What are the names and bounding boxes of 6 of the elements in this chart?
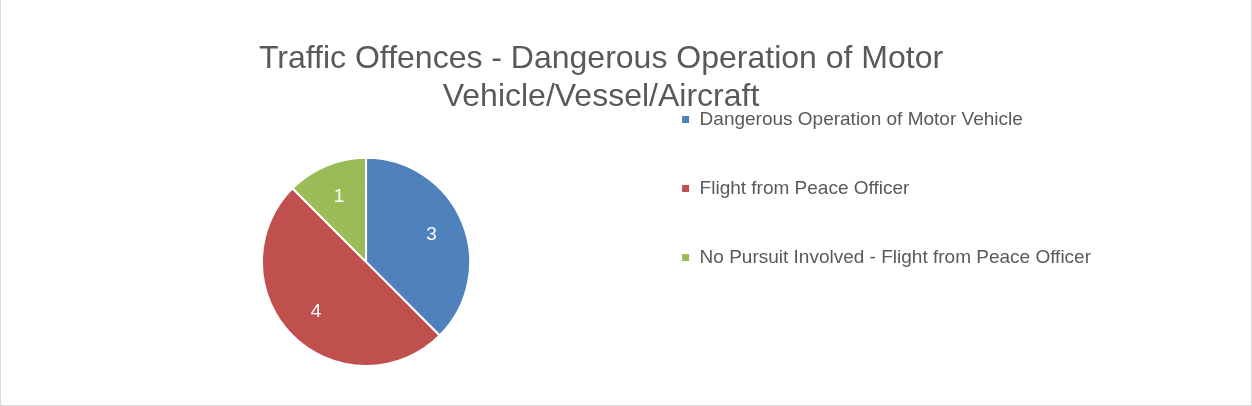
- legend-label: Flight from Peace Officer: [699, 176, 911, 198]
- data-label: 4: [310, 300, 322, 322]
- data-label: 1: [333, 184, 345, 206]
- legend-label: Dangerous Operation of Motor Vehicle: [699, 107, 1023, 129]
- legend-label: No Pursuit Involved - Flight from Peace Officer: [699, 245, 1092, 267]
- data-label: 3: [426, 223, 437, 245]
